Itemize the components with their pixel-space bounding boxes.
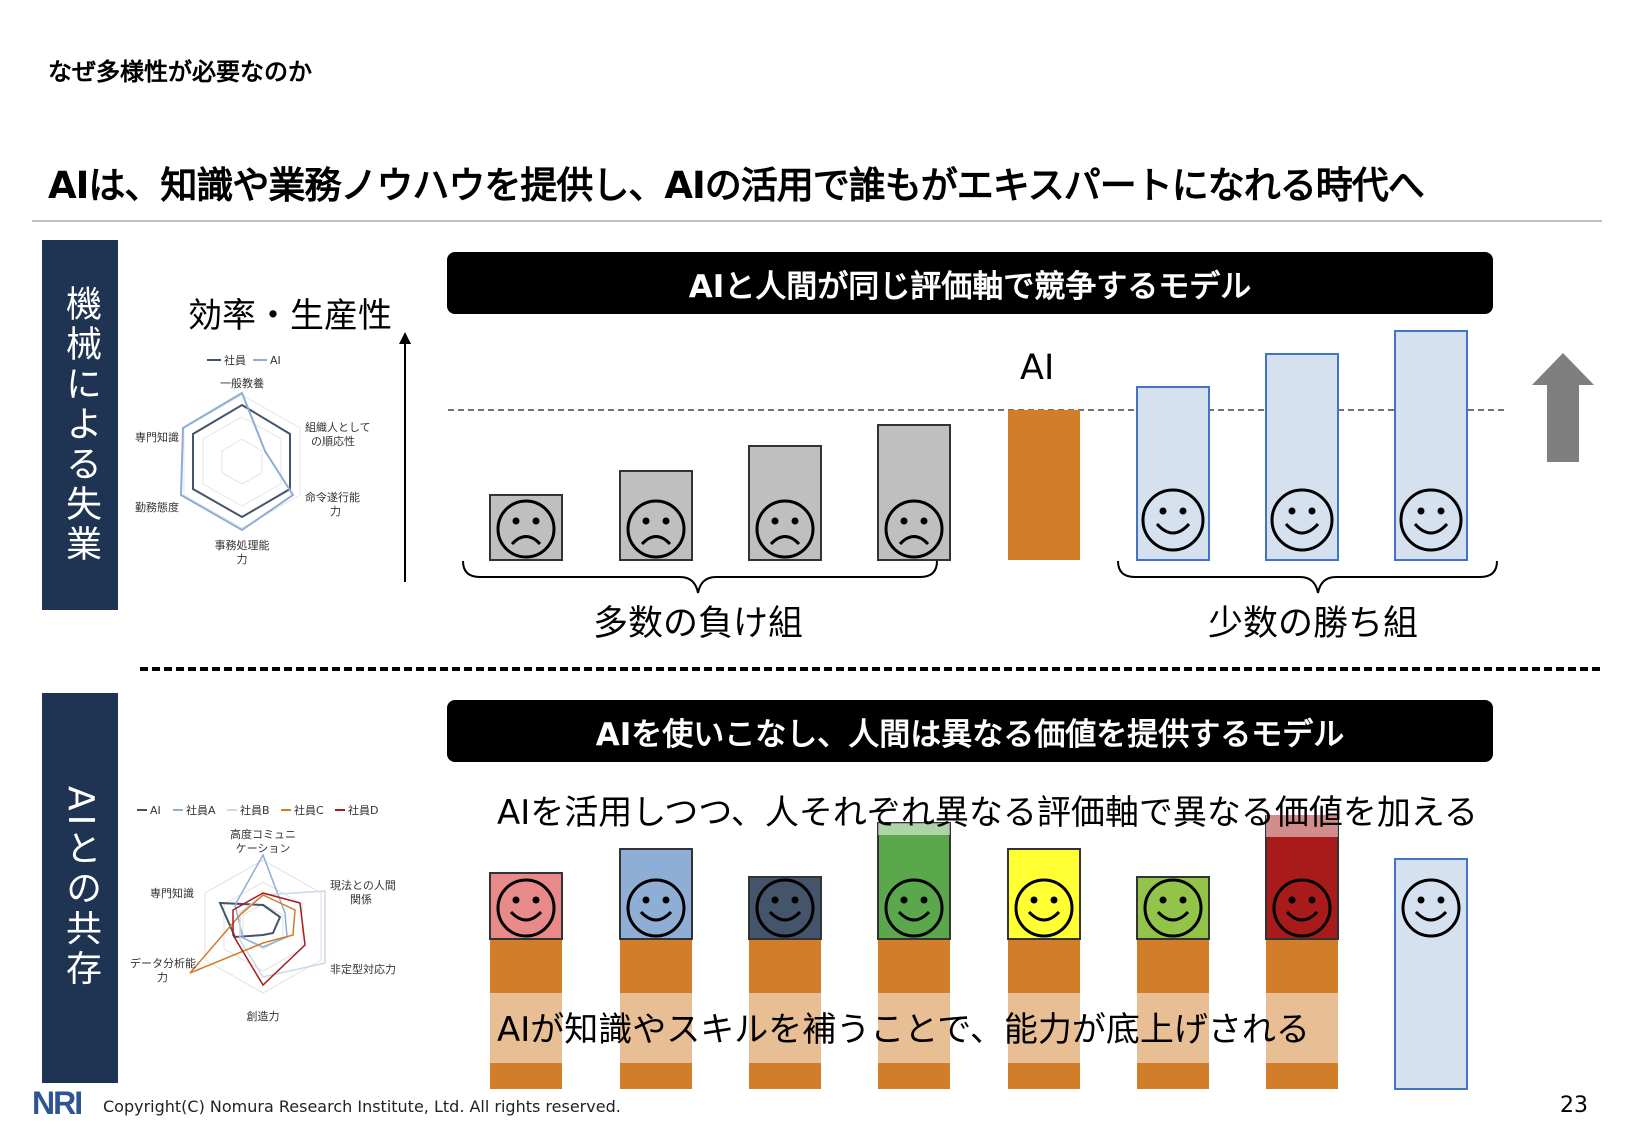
radar-axis-communication-2: ケーション — [236, 842, 291, 855]
legend-employee-d: 社員D — [348, 803, 378, 817]
competition-bar-diagram — [448, 330, 1594, 594]
radar-axis-expertise-2: 専門知識 — [150, 886, 194, 900]
radar-series-employee-d — [232, 892, 306, 987]
radar-axis-nonroutine: 非定型対応力 — [330, 962, 396, 976]
loser-bar-3 — [748, 445, 822, 561]
copyright-text: Copyright(C) Nomura Research Institute, … — [103, 1097, 621, 1116]
sidebar-unemployment: 機械による失業 — [42, 240, 118, 610]
face-box-yellow — [1007, 848, 1081, 940]
radar-axis-creativity: 創造力 — [247, 1009, 280, 1023]
title-divider — [32, 220, 1602, 222]
caption-band — [485, 993, 1355, 1063]
radar-axis-communication-1: 高度コミュニ — [230, 827, 296, 841]
legend-ai-2: AI — [150, 804, 161, 817]
legend-employee-b: 社員B — [240, 803, 270, 817]
face-box-lime — [1136, 876, 1210, 940]
radar-series-employee-c — [189, 894, 296, 974]
sidebar-unemployment-label: 機械による失業 — [60, 285, 101, 565]
radar-chart-employee-vs-ai: 社員 AI 一般教養 組織人として の順応性 命令遂行能 力 事務処理能 力 勤… — [135, 353, 371, 566]
face-box-red — [1265, 815, 1339, 940]
radar-axis-relations-2: 関係 — [350, 893, 372, 906]
radar-axis-clerical-2: 力 — [237, 553, 248, 566]
sidebar-coexistence: AIとの共存 — [42, 693, 118, 1083]
winner-bar-1 — [1136, 386, 1210, 561]
ai-bar-label: AI — [1020, 348, 1055, 388]
caption-skills-boost: AIが知識やスキルを補うことで、能力が底上げされる — [497, 1010, 1310, 1050]
loser-bar-2 — [619, 470, 693, 561]
radar-axis-adaptability-2: の順応性 — [311, 434, 355, 448]
radar-axis-execution-2: 力 — [330, 505, 341, 518]
radar-axis-expertise: 専門知識 — [135, 430, 179, 444]
face-box-ai-blue — [1394, 858, 1468, 1090]
banner-competition-label: AIと人間が同じ評価軸で競争するモデル — [688, 268, 1252, 305]
coexistence-bar-diagram — [485, 815, 1468, 1090]
ai-bar — [1008, 410, 1080, 560]
section-divider — [140, 667, 1600, 671]
face-box-light-blue — [619, 848, 693, 940]
page-number: 23 — [1560, 1093, 1588, 1118]
legend-ai: AI — [270, 354, 281, 367]
loser-bar-1 — [489, 494, 563, 561]
legend-employee-c: 社員C — [294, 803, 324, 817]
up-arrow-icon — [1532, 353, 1594, 462]
radar-axis-attitude: 勤務態度 — [135, 500, 179, 514]
face-box-pink — [489, 872, 563, 940]
loser-bar-4 — [877, 424, 951, 561]
winner-bar-3 — [1394, 330, 1468, 561]
axis-label-efficiency: 効率・生産性 — [188, 296, 392, 336]
radar-axis-adaptability-1: 組織人として — [305, 421, 371, 434]
radar-axis-execution-1: 命令遂行能 — [305, 490, 360, 504]
losers-label: 多数の負け組 — [593, 604, 804, 644]
section-title: なぜ多様性が必要なのか — [48, 58, 312, 86]
winner-bar-2 — [1265, 353, 1339, 561]
sidebar-coexistence-label: AIとの共存 — [60, 786, 101, 990]
radar-axis-relations-1: 現法との人間 — [330, 878, 396, 892]
radar-series-employee-a — [234, 853, 288, 948]
radar-axis-data-analysis-1: データ分析能 — [130, 956, 196, 970]
headline: AIは、知識や業務ノウハウを提供し、AIの活用で誰もがエキスパートになれる時代へ — [48, 164, 1425, 207]
radar-grid — [183, 394, 301, 529]
nri-logo: NRI — [32, 1085, 83, 1121]
radar-series-employee-b — [239, 890, 326, 978]
banner-coexistence-model: AIを使いこなし、人間は異なる価値を提供するモデル — [447, 700, 1493, 762]
radar-axis-clerical-1: 事務処理能 — [215, 538, 270, 552]
banner-competition-model: AIと人間が同じ評価軸で競争するモデル — [447, 252, 1493, 314]
efficiency-axis-arrow — [399, 332, 411, 582]
banner-coexistence-label: AIを使いこなし、人間は異なる価値を提供するモデル — [595, 716, 1345, 753]
radar-series-employee — [192, 403, 291, 519]
radar-series-ai — [179, 391, 295, 532]
radar-axis-general-education: 一般教養 — [220, 376, 264, 390]
legend-employee-a: 社員A — [186, 803, 216, 817]
losers-brace — [462, 560, 938, 594]
legend-employee: 社員 — [224, 353, 246, 367]
radar-axis-data-analysis-2: 力 — [157, 971, 168, 984]
radar-grid-2 — [204, 859, 322, 994]
winners-brace — [1117, 560, 1498, 594]
radar-series-ai-2 — [218, 901, 282, 939]
caption-diverse-values: AIを活用しつつ、人それぞれ異なる評価軸で異なる価値を加える — [497, 793, 1478, 833]
face-box-green — [877, 822, 951, 940]
face-box-navy — [748, 876, 822, 940]
radar-chart-ai-employees: AI 社員A 社員B 社員C 社員D 高度コミュニ ケーション 現法との人間 関… — [130, 803, 396, 1023]
winners-label: 少数の勝ち組 — [1208, 604, 1419, 644]
